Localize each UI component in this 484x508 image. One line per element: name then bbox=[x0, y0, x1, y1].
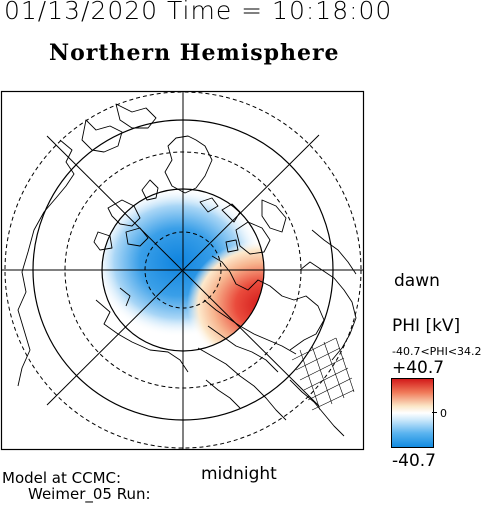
colorbar-title: PHI [kV] bbox=[392, 316, 461, 336]
dawn-label: dawn bbox=[394, 271, 440, 291]
hatched-land bbox=[291, 337, 355, 411]
midnight-label: midnight bbox=[201, 464, 277, 484]
meridian-grid bbox=[2, 91, 363, 449]
colorbar-min-label: -40.7 bbox=[392, 451, 436, 471]
run-label: Weimer_05 Run: bbox=[28, 485, 151, 503]
model-label: Model at CCMC: bbox=[2, 469, 122, 487]
datetime-title: 01/13/2020 Time = 10:18:00 bbox=[4, 0, 393, 25]
colorbar-range: -40.7<PHI<34.2 bbox=[392, 345, 482, 358]
colorbar-zero-tick bbox=[432, 412, 437, 413]
colorbar-max-label: +40.7 bbox=[392, 358, 445, 378]
hemisphere-title: Northern Hemisphere bbox=[49, 40, 340, 66]
coastlines bbox=[17, 103, 357, 437]
colorbar-zero-label: 0 bbox=[440, 407, 447, 420]
colorbar bbox=[391, 378, 434, 448]
polar-potential-map bbox=[0, 90, 365, 451]
